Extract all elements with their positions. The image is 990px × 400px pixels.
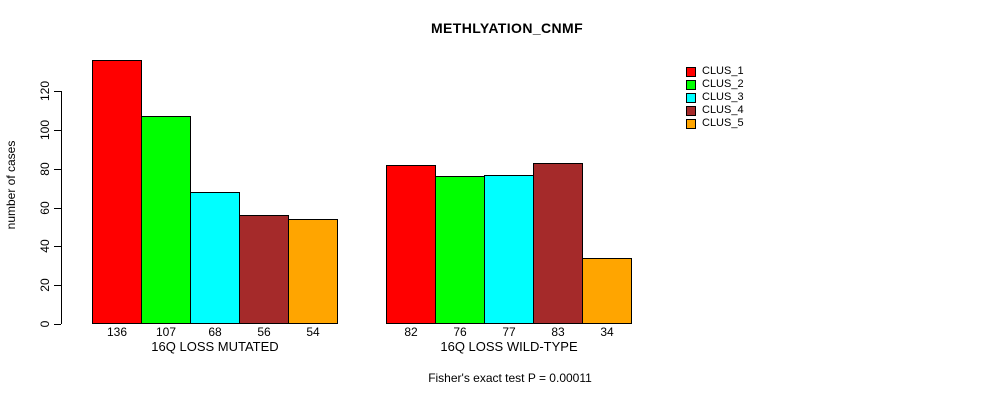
- legend-swatch: [686, 105, 696, 116]
- bar-value-label: 34: [600, 325, 614, 339]
- bar-value-label: 77: [502, 325, 516, 339]
- y-tick-label: 40: [38, 239, 52, 253]
- legend-swatch: [686, 79, 696, 90]
- y-tick-label: 0: [38, 320, 52, 328]
- legend: CLUS_1 CLUS_2 CLUS_3 CLUS_4 CLUS_5: [686, 65, 744, 130]
- legend-item: CLUS_3: [686, 91, 744, 104]
- legend-swatch: [686, 92, 696, 103]
- bar-value-label: 83: [551, 325, 565, 339]
- legend-label: CLUS_3: [702, 91, 744, 103]
- y-axis-tick: [54, 285, 61, 286]
- legend-item: CLUS_1: [686, 65, 744, 78]
- y-axis-tick: [54, 208, 61, 209]
- bar-value-label: 136: [106, 325, 128, 339]
- legend-label: CLUS_1: [702, 65, 744, 77]
- bar: [141, 116, 191, 324]
- y-axis-tick: [54, 246, 61, 247]
- legend-item: CLUS_2: [686, 78, 744, 91]
- bar-value-label: 82: [404, 325, 418, 339]
- legend-item: CLUS_5: [686, 117, 744, 130]
- legend-label: CLUS_4: [702, 104, 744, 116]
- bar: [435, 176, 485, 324]
- bar-value-label: 68: [208, 325, 222, 339]
- legend-swatch: [686, 118, 696, 129]
- group-label: 16Q LOSS WILD-TYPE: [440, 339, 578, 354]
- y-axis-tick: [54, 130, 61, 131]
- bar: [484, 175, 534, 324]
- y-axis-tick: [54, 169, 61, 170]
- annotation-text: Fisher's exact test P = 0.00011: [428, 371, 592, 385]
- y-axis-line: [61, 91, 62, 324]
- y-tick-label: 100: [38, 119, 52, 141]
- y-axis-tick: [54, 91, 61, 92]
- bar-value-label: 54: [306, 325, 320, 339]
- legend-label: CLUS_5: [702, 117, 744, 129]
- bar: [190, 192, 240, 324]
- bar: [582, 258, 632, 324]
- bar: [92, 60, 142, 324]
- bar: [386, 165, 436, 324]
- bar-value-label: 107: [155, 325, 177, 339]
- bar: [533, 163, 583, 324]
- chart-title: METHLYATION_CNMF: [430, 20, 584, 36]
- y-tick-label: 80: [38, 162, 52, 176]
- group-label: 16Q LOSS MUTATED: [151, 339, 279, 354]
- bar: [239, 215, 289, 324]
- y-axis-tick: [54, 324, 61, 325]
- bar-value-label: 76: [453, 325, 467, 339]
- bar-value-label: 56: [257, 325, 271, 339]
- legend-swatch: [686, 66, 696, 77]
- bar: [288, 219, 338, 324]
- legend-label: CLUS_2: [702, 78, 744, 90]
- y-tick-label: 120: [38, 80, 52, 102]
- y-tick-label: 60: [38, 201, 52, 215]
- y-tick-label: 20: [38, 278, 52, 292]
- legend-item: CLUS_4: [686, 104, 744, 117]
